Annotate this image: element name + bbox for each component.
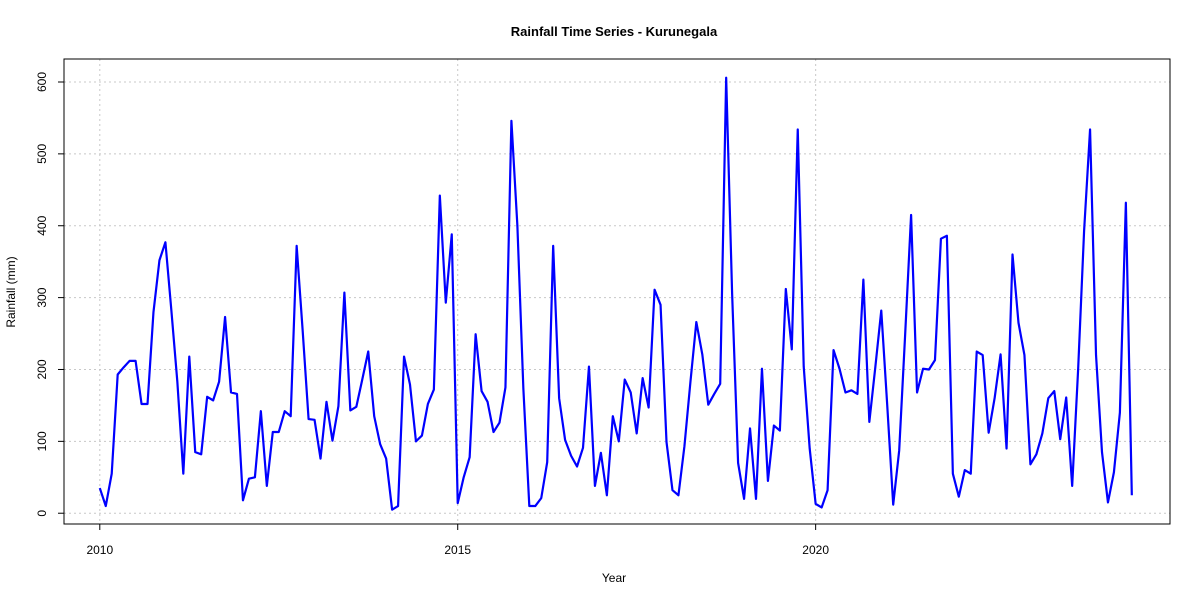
y-tick-label: 0 — [35, 510, 49, 517]
chart-title: Rainfall Time Series - Kurunegala — [511, 24, 718, 39]
x-axis: 2010 2015 2020 — [86, 523, 829, 557]
plot-frame — [63, 58, 1171, 525]
grid — [64, 59, 1170, 524]
y-axis: 0 100 200 300 400 500 600 — [35, 72, 65, 517]
y-tick-label: 100 — [35, 431, 49, 451]
x-tick-label: 2020 — [802, 543, 829, 557]
y-tick-label: 400 — [35, 215, 49, 235]
x-axis-label: Year — [602, 571, 626, 585]
y-axis-label: Rainfall (mm) — [4, 256, 18, 327]
y-tick-label: 200 — [35, 359, 49, 379]
y-tick-label: 300 — [35, 287, 49, 307]
x-tick-label: 2015 — [444, 543, 471, 557]
y-tick-label: 500 — [35, 144, 49, 164]
y-tick-label: 600 — [35, 72, 49, 92]
rainfall-series-line — [98, 76, 1133, 511]
x-tick-label: 2010 — [86, 543, 113, 557]
